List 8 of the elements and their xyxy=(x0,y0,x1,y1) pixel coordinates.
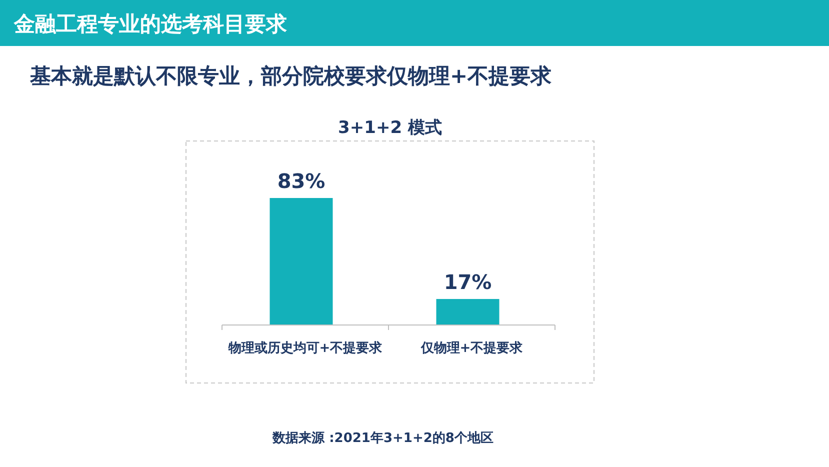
data-label: 83% xyxy=(277,169,326,193)
chart-subtitle: 基本就是默认不限专业，部分院校要求仅物理+不提要求 xyxy=(29,64,553,88)
x-axis-title: 3+1+2 模式 xyxy=(338,118,442,138)
chart-title: 金融工程专业的选考科目要求 xyxy=(13,12,288,36)
data-label: 17% xyxy=(444,270,492,294)
x-tick-label: 物理或历史均可+不提要求 xyxy=(227,340,384,356)
x-tick-label: 仅物理+不提要求 xyxy=(420,340,524,356)
source-note: 数据来源 :2021年3+1+2的8个地区 xyxy=(272,431,494,446)
